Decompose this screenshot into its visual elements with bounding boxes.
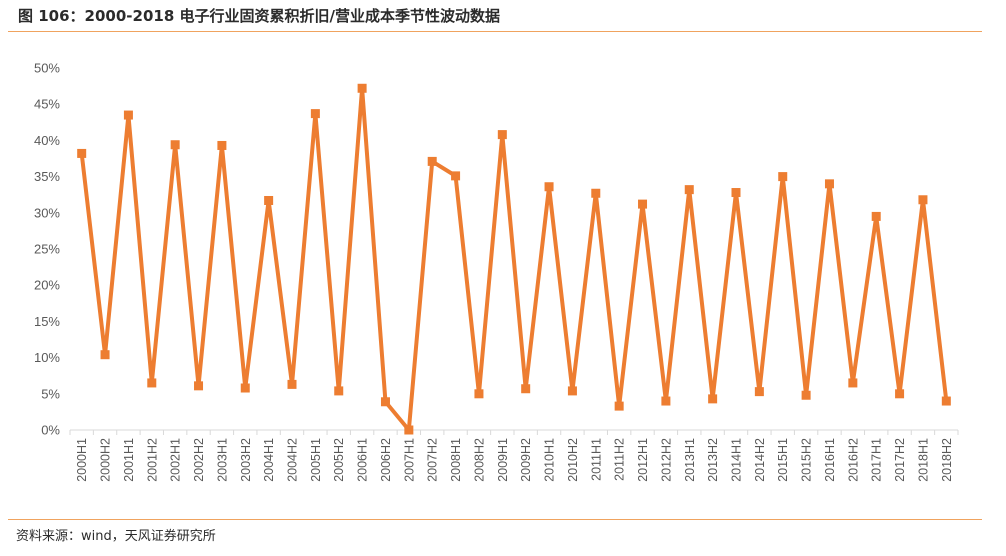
source-divider: [8, 519, 982, 520]
figure-title: 图 106：2000-2018 电子行业固资累积折旧/营业成本季节性波动数据: [18, 7, 500, 25]
x-tick-label: 2011H1: [589, 438, 603, 481]
x-tick-label: 2004H1: [262, 438, 276, 482]
x-tick-label: 2001H2: [145, 438, 159, 482]
data-point-marker: [264, 195, 274, 205]
x-tick-label: 2015H2: [800, 438, 814, 482]
data-point-marker: [871, 211, 881, 221]
x-axis-ticks: [69, 430, 959, 435]
data-point-marker: [427, 156, 437, 166]
data-point-marker: [708, 394, 718, 404]
data-point-marker: [497, 130, 507, 140]
y-tick-label: 25%: [34, 242, 60, 257]
data-point-marker: [404, 425, 414, 435]
data-point-marker: [334, 386, 344, 396]
data-point-marker: [731, 188, 741, 198]
data-point-marker: [170, 140, 180, 150]
x-tick-label: 2003H1: [215, 438, 229, 482]
x-tick-label: 2002H1: [169, 438, 183, 482]
x-tick-label: 2012H2: [659, 438, 673, 482]
data-point-marker: [591, 188, 601, 198]
data-point-marker: [801, 390, 811, 400]
data-point-marker: [567, 386, 577, 396]
series-line: [79, 86, 949, 432]
data-point-marker: [474, 389, 484, 399]
y-tick-label: 15%: [34, 314, 60, 329]
data-point-marker: [451, 171, 461, 181]
x-tick-label: 2008H2: [472, 438, 486, 482]
y-tick-label: 35%: [34, 169, 60, 184]
y-axis-tick-labels: 0% 5% 10% 15% 20% 25% 30% 35% 40% 45% 50%: [34, 61, 60, 438]
data-point-marker: [240, 383, 250, 393]
x-tick-label: 2005H2: [332, 438, 346, 482]
y-tick-label: 20%: [34, 278, 60, 293]
x-tick-label: 2014H1: [730, 438, 744, 482]
data-point-marker: [194, 381, 204, 391]
y-tick-label: 5%: [41, 386, 60, 401]
x-tick-label: 2014H2: [753, 438, 767, 482]
x-tick-label: 2006H1: [356, 438, 370, 482]
x-tick-label: 2009H1: [496, 438, 510, 482]
x-tick-label: 2009H2: [519, 438, 533, 482]
data-point-marker: [147, 378, 157, 388]
x-tick-label: 2016H1: [823, 438, 837, 482]
x-tick-label: 2000H2: [99, 438, 113, 482]
x-tick-label: 2017H1: [870, 438, 884, 482]
data-point-marker: [217, 140, 227, 150]
data-point-marker: [895, 389, 905, 399]
data-point-marker: [544, 182, 554, 192]
data-point-marker: [941, 396, 951, 406]
x-axis-tick-labels: 2000H1 2000H2 2001H1 2001H2 2002H1 2002H2 2003…: [75, 438, 954, 482]
x-tick-label: 2018H1: [916, 438, 930, 482]
x-tick-label: 2005H1: [309, 438, 323, 482]
data-point-marker: [357, 83, 367, 93]
y-tick-label: 45%: [34, 97, 60, 112]
y-tick-label: 10%: [34, 350, 60, 365]
series-markers: [77, 83, 951, 435]
title-divider: [8, 31, 982, 32]
x-tick-label: 2016H2: [846, 438, 860, 482]
data-point-marker: [77, 148, 87, 158]
x-tick-label: 2007H2: [426, 438, 440, 482]
data-point-marker: [754, 387, 764, 397]
x-tick-label: 2010H1: [543, 438, 557, 482]
y-tick-label: 30%: [34, 205, 60, 220]
data-point-marker: [684, 185, 694, 195]
data-point-marker: [100, 350, 110, 360]
x-tick-label: 2000H1: [75, 438, 89, 482]
data-point-marker: [824, 179, 834, 189]
data-point-marker: [638, 199, 648, 209]
data-point-marker: [310, 109, 320, 119]
x-tick-label: 2011H2: [613, 438, 627, 481]
x-tick-label: 2017H2: [893, 438, 907, 482]
data-point-marker: [521, 384, 531, 394]
x-tick-label: 2003H2: [239, 438, 253, 482]
data-point-marker: [614, 401, 624, 411]
x-tick-label: 2001H1: [122, 438, 136, 482]
x-tick-label: 2013H2: [706, 438, 720, 482]
x-tick-label: 2013H1: [683, 438, 697, 482]
x-tick-label: 2007H1: [402, 438, 416, 482]
data-point-marker: [123, 110, 133, 120]
x-tick-label: 2012H1: [636, 438, 650, 482]
y-tick-label: 50%: [34, 61, 60, 76]
line-chart: 0%5%10%15%20%25%30%35%40%45%50% 2000H1 20…: [34, 61, 959, 482]
x-tick-label: 2006H2: [379, 438, 393, 482]
x-tick-label: 2004H2: [286, 438, 300, 482]
data-point-marker: [848, 378, 858, 388]
source-note: 资料来源：wind，天风证券研究所: [16, 529, 216, 544]
x-tick-label: 2008H1: [449, 438, 463, 482]
x-tick-label: 2010H2: [566, 438, 580, 482]
x-tick-label: 2015H1: [776, 438, 790, 482]
y-tick-label: 40%: [34, 133, 60, 148]
data-point-marker: [778, 172, 788, 182]
y-tick-label: 0%: [41, 423, 60, 438]
data-point-marker: [661, 396, 671, 406]
data-point-marker: [380, 397, 390, 407]
data-point-marker: [918, 195, 928, 205]
x-tick-label: 2002H2: [192, 438, 206, 482]
data-point-marker: [287, 379, 297, 389]
x-tick-label: 2018H2: [940, 438, 954, 482]
